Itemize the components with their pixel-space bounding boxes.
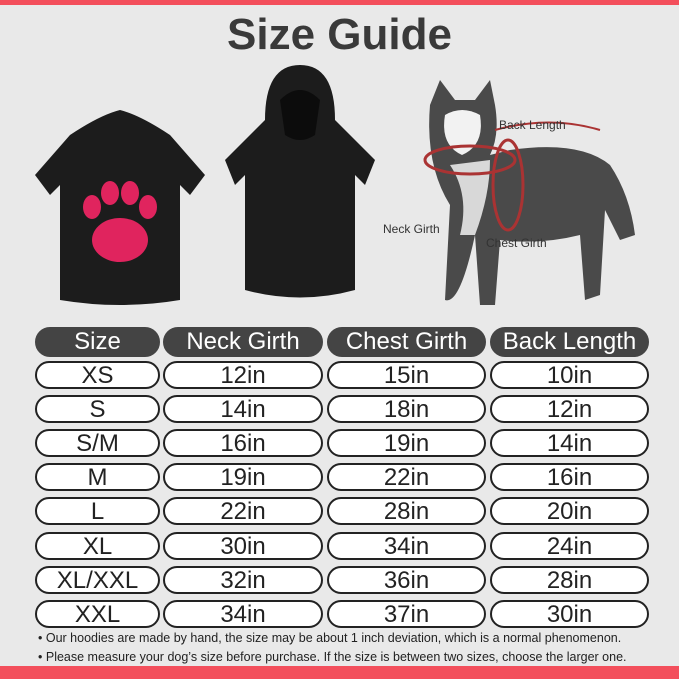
paw-icon (83, 181, 157, 262)
header-neck-girth: Neck Girth (163, 327, 323, 357)
cell-neck-girth: 14in (163, 395, 323, 424)
cell-size: XL (35, 531, 160, 560)
cell-chest-girth: 34in (327, 531, 486, 560)
cell-size: XXL (35, 599, 160, 628)
header-chest-girth: Chest Girth (327, 327, 486, 357)
cell-size: M (35, 463, 160, 492)
cell-back-length: 20in (490, 497, 649, 526)
cell-chest-girth: 36in (327, 565, 486, 594)
cell-size: S/M (35, 429, 160, 458)
bottom-accent-bar (0, 666, 679, 679)
note-text: Please measure your dog’s size before pu… (45, 650, 627, 664)
cell-chest-girth: 18in (327, 395, 486, 424)
neck-girth-label: Neck Girth (383, 222, 440, 236)
cell-size: S (35, 395, 160, 424)
cell-chest-girth: 28in (327, 497, 486, 526)
cell-back-length: 16in (490, 463, 649, 492)
cell-size: XS (35, 361, 160, 389)
cell-back-length: 24in (490, 531, 649, 560)
cell-back-length: 12in (490, 395, 649, 424)
top-accent-bar (0, 0, 679, 5)
cell-size: XL/XXL (35, 565, 160, 594)
cell-chest-girth: 19in (327, 429, 486, 458)
note-text: Our hoodies are made by hand, the size m… (45, 631, 622, 645)
cell-neck-girth: 30in (163, 531, 323, 560)
cell-back-length: 14in (490, 429, 649, 458)
cell-neck-girth: 12in (163, 361, 323, 389)
cell-chest-girth: 15in (327, 361, 486, 389)
cell-back-length: 30in (490, 599, 649, 628)
hoodie-front-image (225, 65, 375, 298)
hoodie-back-image (35, 110, 205, 305)
note-1: • Our hoodies are made by hand, the size… (38, 631, 622, 645)
cell-neck-girth: 19in (163, 463, 323, 492)
cell-chest-girth: 37in (327, 599, 486, 628)
page-title: Size Guide (227, 10, 452, 59)
cell-chest-girth: 22in (327, 463, 486, 492)
note-2: • Please measure your dog’s size before … (38, 650, 627, 664)
cell-neck-girth: 22in (163, 497, 323, 526)
cell-size: L (35, 497, 160, 526)
chest-girth-label: Chest Girth (486, 236, 547, 250)
cell-back-length: 10in (490, 361, 649, 389)
cell-neck-girth: 32in (163, 565, 323, 594)
header-back-length: Back Length (490, 327, 649, 357)
dog-measurement-image (423, 80, 635, 305)
back-length-label: Back Length (499, 118, 566, 132)
header-size: Size (35, 327, 160, 357)
cell-neck-girth: 16in (163, 429, 323, 458)
cell-back-length: 28in (490, 565, 649, 594)
cell-neck-girth: 34in (163, 599, 323, 628)
